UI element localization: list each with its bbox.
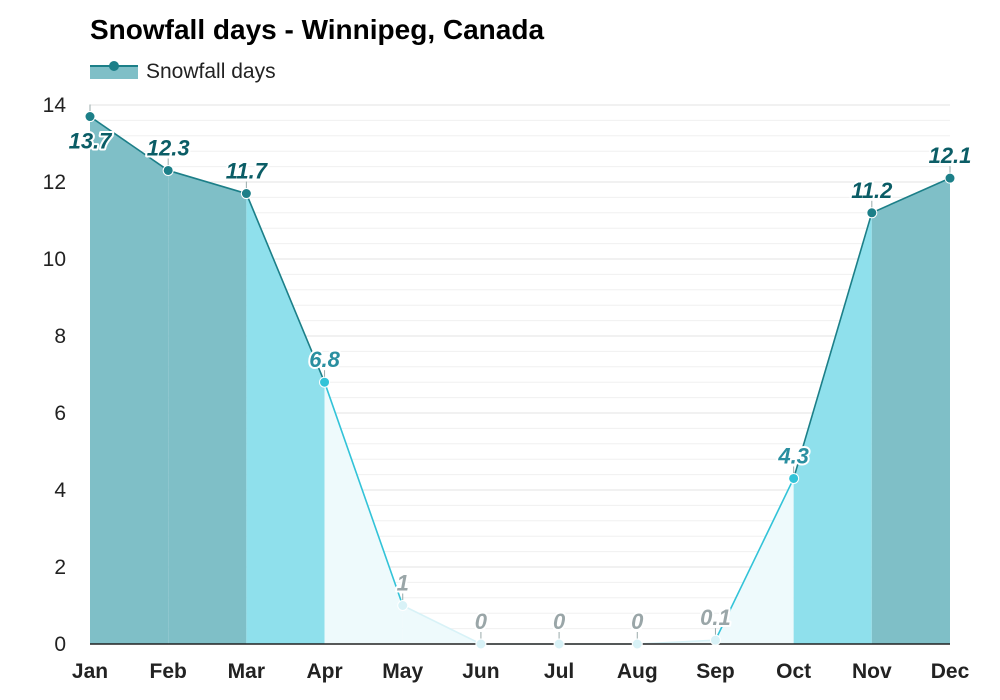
area-segment xyxy=(246,193,325,645)
x-tick-label: Apr xyxy=(306,660,342,683)
x-tick-label: Aug xyxy=(617,660,658,683)
series-lines xyxy=(89,115,951,645)
area-segment xyxy=(90,116,169,645)
data-point xyxy=(788,472,800,484)
data-point xyxy=(240,188,252,200)
data-point xyxy=(84,111,96,123)
data-label: 0 xyxy=(631,609,644,634)
chart-title: Snowfall days - Winnipeg, Canada xyxy=(90,14,545,45)
legend[interactable]: Snowfall days xyxy=(90,60,276,84)
data-label: 13.7 xyxy=(69,129,114,154)
data-label: 0 xyxy=(553,609,566,634)
data-point xyxy=(944,172,956,184)
legend-label: Snowfall days xyxy=(146,60,276,83)
x-tick-label: Jan xyxy=(72,660,108,683)
y-tick-label: 12 xyxy=(43,171,66,194)
y-tick-label: 6 xyxy=(54,402,66,425)
series-line-segment xyxy=(167,169,247,195)
data-point xyxy=(319,376,331,388)
data-point xyxy=(475,638,487,650)
series-line-segment xyxy=(714,478,795,641)
x-tick-label: Feb xyxy=(150,660,187,683)
data-points xyxy=(84,104,956,650)
data-label: 4.3 xyxy=(777,443,809,468)
area-segment xyxy=(793,212,872,645)
series-line-segment xyxy=(792,212,873,479)
data-label: 11.2 xyxy=(851,178,893,203)
series-line-segment xyxy=(871,177,951,214)
data-point xyxy=(397,600,409,611)
data-label: 6.8 xyxy=(309,347,340,372)
data-label: 1 xyxy=(397,571,409,596)
x-tick-label: May xyxy=(382,660,423,683)
x-tick-label: Mar xyxy=(228,660,265,683)
y-tick-label: 10 xyxy=(43,248,66,271)
y-tick-label: 2 xyxy=(54,556,66,579)
y-tick-label: 14 xyxy=(43,94,67,117)
x-tick-label: Sep xyxy=(696,660,735,683)
data-label: 11.7 xyxy=(226,159,269,184)
data-point xyxy=(162,164,174,176)
data-point xyxy=(866,207,878,219)
x-tick-label: Nov xyxy=(852,660,892,683)
x-tick-label: Jul xyxy=(544,660,574,683)
series-line-segment xyxy=(89,115,169,172)
data-label: 12.1 xyxy=(929,143,972,168)
data-point xyxy=(553,638,565,650)
x-tick-label: Dec xyxy=(931,660,970,683)
y-tick-label: 0 xyxy=(54,633,66,656)
area-segments xyxy=(90,116,950,645)
data-labels: 13.7 12.3 11.7 6.8 1 0 0 0 0.1 4.3 11.2 12.1 xyxy=(67,127,974,636)
area-segment xyxy=(168,170,247,644)
y-tick-label: 4 xyxy=(54,479,66,502)
data-label: 12.3 xyxy=(147,135,190,160)
series-line-segment xyxy=(402,604,482,645)
y-tick-label: 8 xyxy=(54,325,66,348)
series-line-segment xyxy=(245,193,326,383)
data-label: 0 xyxy=(475,609,488,634)
area-segment xyxy=(871,178,950,644)
area-segment xyxy=(324,382,403,644)
x-tick-label: Oct xyxy=(776,660,811,683)
series-line-segment xyxy=(323,381,404,606)
legend-swatch-icon xyxy=(90,61,138,83)
x-tick-label: Jun xyxy=(462,660,499,683)
data-point xyxy=(631,638,643,650)
data-label: 0.1 xyxy=(700,605,731,630)
data-point xyxy=(709,634,721,646)
